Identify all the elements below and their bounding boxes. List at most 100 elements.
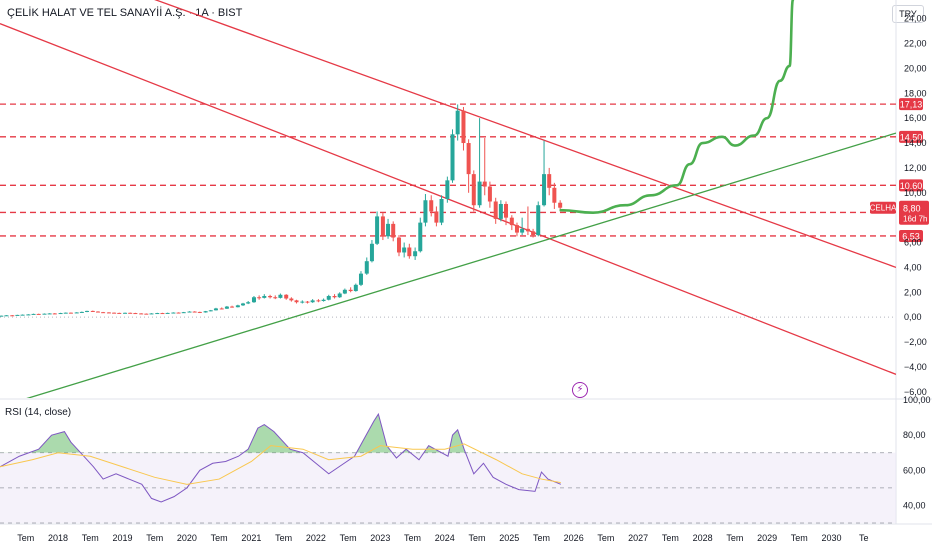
price-tick: −2,00 <box>904 337 927 347</box>
candle-body <box>257 297 262 299</box>
candle-body <box>149 313 154 315</box>
candle-body <box>262 296 267 298</box>
time-tick: Tem <box>404 533 421 543</box>
time-tick: 2023 <box>370 533 390 543</box>
time-tick: 2025 <box>499 533 519 543</box>
candle-body <box>241 303 246 306</box>
rsi-tick: 100,00 <box>903 395 931 405</box>
candle-body <box>402 247 407 253</box>
candle-body <box>369 243 374 262</box>
time-tick: Tem <box>533 533 550 543</box>
symbol-badge <box>870 201 896 214</box>
price-badge <box>899 200 929 225</box>
time-tick: Tem <box>146 533 163 543</box>
candle-body <box>418 222 423 252</box>
candle-body <box>542 174 547 206</box>
candle-body <box>213 308 218 311</box>
time-tick: Tem <box>340 533 357 543</box>
candle-body <box>536 205 541 236</box>
level-label: 6,53 <box>902 231 920 241</box>
candlesticks <box>0 104 563 317</box>
candle-body <box>52 313 57 315</box>
time-tick: 2019 <box>112 533 132 543</box>
candle-body <box>498 203 503 219</box>
candle-body <box>407 247 412 257</box>
candle-body <box>316 300 321 302</box>
candle-body <box>203 311 208 313</box>
candle-body <box>294 300 299 303</box>
trend-lines[interactable] <box>0 0 896 407</box>
level-badge <box>899 98 923 111</box>
time-tick: 2024 <box>435 533 455 543</box>
time-tick: Tem <box>17 533 34 543</box>
candle-body <box>284 294 289 299</box>
candle-body <box>278 294 283 298</box>
grid <box>0 0 932 525</box>
candle-body <box>235 305 240 308</box>
lightning-icon[interactable]: ⚡ <box>572 382 588 398</box>
candle-body <box>101 312 106 314</box>
candle-body <box>208 310 213 312</box>
price-tick: 22,00 <box>904 39 927 49</box>
candle-body <box>547 174 552 188</box>
time-axis[interactable]: Tem 2018 Tem 2019 Tem 2020 Tem 2021 Tem 2022 Tem 20… <box>17 533 868 543</box>
candle-body <box>509 217 514 226</box>
candle-body <box>165 312 170 314</box>
price-tick: 14,00 <box>904 138 927 148</box>
candle-body <box>552 187 557 203</box>
candle-body <box>224 306 229 309</box>
candle-body <box>106 312 111 314</box>
projection-path[interactable] <box>559 0 795 214</box>
candle-body <box>321 299 326 301</box>
candle-body <box>391 223 396 238</box>
price-tick: 6,00 <box>904 238 922 248</box>
price-tick: 2,00 <box>904 287 922 297</box>
candle-body <box>85 310 90 312</box>
candle-body <box>36 313 41 315</box>
time-tick: 2020 <box>177 533 197 543</box>
candle-body <box>520 228 525 233</box>
projection-curve <box>559 0 795 214</box>
time-tick: Te <box>859 533 869 543</box>
candle-body <box>413 251 418 257</box>
candle-body <box>31 313 36 315</box>
candle-body <box>68 312 73 314</box>
price-tick: 10,00 <box>904 188 927 198</box>
candle-body <box>310 300 315 303</box>
candle-body <box>47 313 52 315</box>
time-tick: 2027 <box>628 533 648 543</box>
candle-body <box>123 312 128 314</box>
price-axis[interactable]: 24,00 22,00 20,00 18,00 16,00 14,00 12,00 10,00… <box>870 14 929 397</box>
candle-body <box>514 225 519 233</box>
candle-body <box>117 312 122 314</box>
candle-body <box>133 313 138 315</box>
candle-body <box>380 216 385 237</box>
candle-body <box>58 313 63 315</box>
candle-body <box>171 312 176 314</box>
candle-body <box>466 143 471 175</box>
candle-body <box>326 296 331 300</box>
candle-body <box>42 313 47 315</box>
downtrend-upper-line <box>154 0 896 269</box>
candle-body <box>219 308 224 310</box>
candle-body <box>160 313 165 315</box>
time-tick: Tem <box>597 533 614 543</box>
time-tick: Tem <box>468 533 485 543</box>
candle-body <box>525 228 530 232</box>
candle-body <box>429 200 434 212</box>
uptrend-support-line <box>26 132 896 398</box>
time-tick: 2022 <box>306 533 326 543</box>
candle-body <box>181 312 186 314</box>
time-tick: 2029 <box>757 533 777 543</box>
candle-body <box>251 297 256 303</box>
candle-body <box>445 180 450 199</box>
currency-selector[interactable]: TRY <box>892 5 924 23</box>
candle-body <box>10 315 15 317</box>
candle-body <box>95 311 100 313</box>
candle-body <box>305 301 310 303</box>
candle-body <box>353 284 358 292</box>
price-tick: 20,00 <box>904 63 927 73</box>
candle-body <box>0 315 4 317</box>
current-price: 8,80 <box>903 204 921 214</box>
